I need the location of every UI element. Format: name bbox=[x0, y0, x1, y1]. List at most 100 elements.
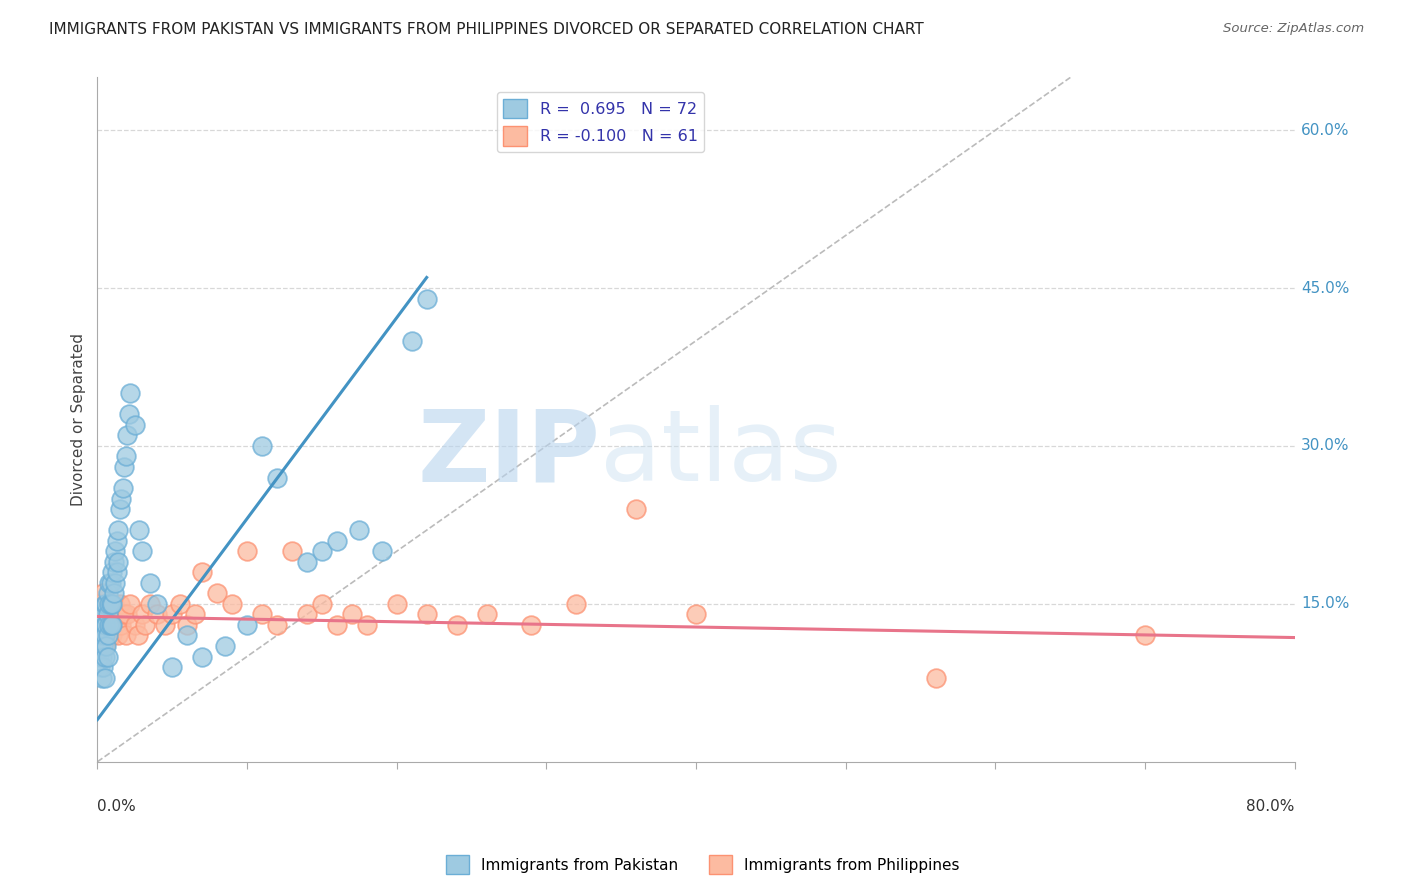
Point bbox=[89, 660, 111, 674]
Legend: Immigrants from Pakistan, Immigrants from Philippines: Immigrants from Pakistan, Immigrants fro… bbox=[440, 849, 966, 880]
Point bbox=[101, 618, 124, 632]
Point bbox=[236, 618, 259, 632]
Legend: R =  0.695   N = 72, R = -0.100   N = 61: R = 0.695 N = 72, R = -0.100 N = 61 bbox=[496, 92, 704, 152]
Point bbox=[96, 607, 118, 622]
Point bbox=[112, 460, 135, 475]
Point bbox=[475, 607, 498, 622]
Point bbox=[89, 607, 111, 622]
Point bbox=[91, 639, 114, 653]
Point bbox=[1133, 628, 1156, 642]
Point bbox=[91, 586, 114, 600]
Point bbox=[311, 597, 333, 611]
Point bbox=[96, 628, 118, 642]
Point bbox=[98, 628, 121, 642]
Point bbox=[90, 628, 112, 642]
Point bbox=[97, 628, 120, 642]
Point bbox=[91, 660, 114, 674]
Point bbox=[349, 523, 371, 537]
Point bbox=[90, 607, 112, 622]
Point bbox=[94, 597, 117, 611]
Point bbox=[98, 575, 121, 590]
Point bbox=[118, 408, 141, 422]
Text: 60.0%: 60.0% bbox=[1301, 122, 1350, 137]
Point bbox=[103, 555, 125, 569]
Point bbox=[114, 450, 136, 464]
Point bbox=[100, 597, 122, 611]
Point bbox=[128, 523, 150, 537]
Point bbox=[108, 502, 131, 516]
Point bbox=[107, 523, 129, 537]
Point bbox=[91, 607, 114, 622]
Text: 80.0%: 80.0% bbox=[1247, 799, 1295, 814]
Point bbox=[176, 628, 198, 642]
Point bbox=[924, 671, 946, 685]
Point bbox=[326, 533, 349, 548]
Text: 30.0%: 30.0% bbox=[1301, 439, 1350, 453]
Point bbox=[415, 292, 437, 306]
Point bbox=[104, 618, 127, 632]
Point bbox=[105, 607, 128, 622]
Point bbox=[107, 555, 129, 569]
Point bbox=[385, 597, 408, 611]
Point bbox=[134, 618, 156, 632]
Point bbox=[101, 597, 124, 611]
Point bbox=[250, 439, 273, 453]
Point bbox=[94, 628, 117, 642]
Text: ZIP: ZIP bbox=[418, 405, 600, 502]
Point bbox=[281, 544, 304, 558]
Point bbox=[100, 628, 122, 642]
Point bbox=[91, 628, 114, 642]
Point bbox=[98, 607, 121, 622]
Point bbox=[101, 607, 124, 622]
Point bbox=[91, 628, 114, 642]
Point bbox=[295, 555, 318, 569]
Text: IMMIGRANTS FROM PAKISTAN VS IMMIGRANTS FROM PHILIPPINES DIVORCED OR SEPARATED CO: IMMIGRANTS FROM PAKISTAN VS IMMIGRANTS F… bbox=[49, 22, 924, 37]
Point bbox=[191, 649, 214, 664]
Point bbox=[160, 607, 183, 622]
Point bbox=[103, 597, 125, 611]
Text: 0.0%: 0.0% bbox=[97, 799, 136, 814]
Point bbox=[120, 597, 142, 611]
Point bbox=[326, 618, 349, 632]
Point bbox=[103, 586, 125, 600]
Point bbox=[311, 544, 333, 558]
Point bbox=[205, 586, 228, 600]
Point bbox=[112, 607, 135, 622]
Point bbox=[131, 607, 153, 622]
Point bbox=[96, 597, 118, 611]
Point bbox=[94, 618, 117, 632]
Point bbox=[131, 544, 153, 558]
Point bbox=[221, 597, 243, 611]
Point bbox=[110, 491, 132, 506]
Point bbox=[108, 597, 131, 611]
Point bbox=[236, 544, 259, 558]
Point bbox=[146, 607, 169, 622]
Point bbox=[90, 649, 112, 664]
Point bbox=[98, 597, 121, 611]
Point bbox=[87, 649, 110, 664]
Point bbox=[105, 566, 128, 580]
Point bbox=[626, 502, 648, 516]
Point bbox=[87, 618, 110, 632]
Point bbox=[104, 575, 127, 590]
Point bbox=[94, 671, 117, 685]
Point bbox=[87, 639, 110, 653]
Point bbox=[100, 575, 122, 590]
Point bbox=[183, 607, 205, 622]
Point bbox=[371, 544, 394, 558]
Text: 15.0%: 15.0% bbox=[1301, 597, 1350, 611]
Point bbox=[110, 618, 132, 632]
Point bbox=[90, 607, 112, 622]
Point bbox=[295, 607, 318, 622]
Point bbox=[89, 639, 111, 653]
Point bbox=[97, 618, 120, 632]
Point bbox=[94, 649, 117, 664]
Point bbox=[127, 628, 149, 642]
Text: atlas: atlas bbox=[600, 405, 842, 502]
Point bbox=[94, 618, 117, 632]
Point bbox=[101, 628, 124, 642]
Point bbox=[89, 618, 111, 632]
Point bbox=[153, 618, 176, 632]
Point bbox=[176, 618, 198, 632]
Point bbox=[356, 618, 378, 632]
